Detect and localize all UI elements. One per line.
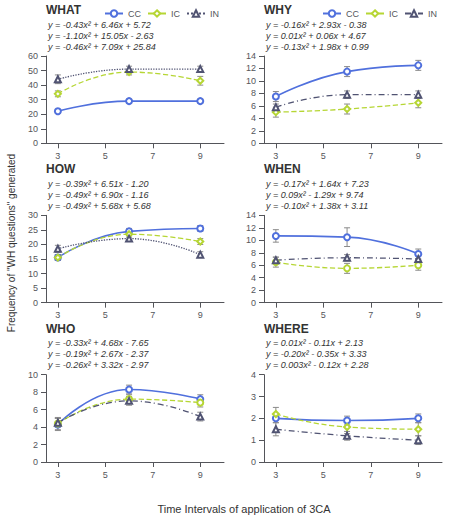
svg-text:0: 0 [251,138,256,148]
svg-text:0: 0 [251,298,256,308]
svg-text:14: 14 [246,210,256,220]
svg-text:7: 7 [368,310,373,320]
svg-text:5: 5 [103,151,108,161]
svg-text:40: 40 [28,80,38,90]
svg-text:2: 2 [33,440,38,450]
svg-text:5: 5 [321,310,326,320]
svg-text:Time Intervals of application: Time Intervals of application of 3CA [157,503,331,515]
svg-text:12: 12 [246,223,256,233]
svg-text:5: 5 [321,470,326,480]
svg-text:y = -0.46x² + 7.09x + 25.84: y = -0.46x² + 7.09x + 25.84 [47,42,156,52]
svg-text:6: 6 [251,260,256,270]
svg-text:8: 8 [33,387,38,397]
svg-text:2: 2 [251,126,256,136]
svg-text:5: 5 [33,283,38,293]
svg-text:y = 0.09x² - 1.29x + 9.74: y = 0.09x² - 1.29x + 9.74 [265,190,364,200]
svg-text:y = -0.49x² + 6.90x - 1.16: y = -0.49x² + 6.90x - 1.16 [47,190,149,200]
svg-text:30: 30 [28,210,38,220]
svg-text:7: 7 [150,310,155,320]
svg-text:3: 3 [273,151,278,161]
svg-text:2: 2 [251,285,256,295]
svg-text:0: 0 [33,457,38,467]
svg-text:IN: IN [210,9,219,19]
svg-text:4: 4 [251,113,256,123]
svg-text:Frequency of "WH questions" ge: Frequency of "WH questions" generated [6,154,17,332]
svg-text:y = -0.10x² + 1.38x + 3.11: y = -0.10x² + 1.38x + 3.11 [265,201,368,211]
svg-text:10: 10 [246,76,256,86]
svg-text:y = -0.17x² + 1.64x + 7.23: y = -0.17x² + 1.64x + 7.23 [265,179,369,189]
svg-text:IC: IC [171,9,181,19]
svg-text:10: 10 [246,235,256,245]
svg-text:y = 0.01x² + 0.06x + 4.67: y = 0.01x² + 0.06x + 4.67 [265,31,367,41]
svg-text:3: 3 [273,470,278,480]
svg-text:7: 7 [368,151,373,161]
svg-text:14: 14 [246,51,256,61]
svg-text:9: 9 [416,470,421,480]
svg-text:y = -1.10x² + 15.05x - 2.63: y = -1.10x² + 15.05x - 2.63 [47,31,154,41]
svg-text:4: 4 [251,370,256,380]
svg-text:y = -0.19x² + 2.67x - 2.37: y = -0.19x² + 2.67x - 2.37 [47,349,150,359]
svg-text:y = -0.26x² + 3.32x - 2.97: y = -0.26x² + 3.32x - 2.97 [47,360,150,370]
svg-text:0: 0 [33,298,38,308]
svg-text:y = -0.13x² + 1.98x + 0.99: y = -0.13x² + 1.98x + 0.99 [265,42,369,52]
svg-text:0: 0 [251,457,256,467]
svg-text:7: 7 [150,151,155,161]
svg-text:y = 0.003x² - 0.12x + 2.28: y = 0.003x² - 0.12x + 2.28 [265,360,369,370]
svg-text:1: 1 [251,435,256,445]
svg-text:y = -0.43x² + 6.46x + 5.72: y = -0.43x² + 6.46x + 5.72 [47,20,151,30]
svg-text:20: 20 [28,109,38,119]
svg-text:WHY: WHY [264,3,292,17]
svg-text:WHERE: WHERE [264,322,309,336]
svg-text:IC: IC [389,9,399,19]
svg-text:8: 8 [251,88,256,98]
svg-text:WHAT: WHAT [46,3,82,17]
svg-text:y = 0.01x² - 0.11x + 2.13: y = 0.01x² - 0.11x + 2.13 [265,338,363,348]
svg-text:30: 30 [28,95,38,105]
svg-text:HOW: HOW [46,162,76,176]
svg-text:6: 6 [251,101,256,111]
svg-text:9: 9 [198,310,203,320]
svg-text:4: 4 [33,422,38,432]
svg-text:5: 5 [103,470,108,480]
svg-text:8: 8 [251,248,256,258]
svg-text:7: 7 [150,470,155,480]
svg-text:WHEN: WHEN [264,162,301,176]
svg-text:20: 20 [28,239,38,249]
svg-text:12: 12 [246,63,256,73]
svg-text:CC: CC [128,9,141,19]
svg-text:y = -0.16x² + 2.93x - 0.38: y = -0.16x² + 2.93x - 0.38 [265,20,367,30]
svg-text:3: 3 [251,392,256,402]
svg-text:50: 50 [28,66,38,76]
svg-text:9: 9 [198,470,203,480]
svg-text:9: 9 [416,310,421,320]
svg-text:10: 10 [28,370,38,380]
svg-text:6: 6 [33,405,38,415]
svg-text:3: 3 [55,310,60,320]
svg-text:y = -0.20x² - 0.35x + 3.33: y = -0.20x² - 0.35x + 3.33 [265,349,367,359]
svg-text:0: 0 [33,138,38,148]
svg-text:5: 5 [321,151,326,161]
svg-text:WHO: WHO [46,322,75,336]
svg-text:15: 15 [28,254,38,264]
svg-text:2: 2 [251,413,256,423]
svg-text:3: 3 [273,310,278,320]
svg-text:y = -0.49x² + 5.68x + 5.68: y = -0.49x² + 5.68x + 5.68 [47,201,151,211]
svg-text:9: 9 [198,151,203,161]
svg-text:60: 60 [28,51,38,61]
svg-text:IN: IN [428,9,437,19]
svg-text:y = -0.39x² + 6.51x - 1.20: y = -0.39x² + 6.51x - 1.20 [47,179,149,189]
svg-text:3: 3 [55,470,60,480]
svg-text:5: 5 [103,310,108,320]
svg-text:3: 3 [55,151,60,161]
svg-text:7: 7 [368,470,373,480]
svg-text:25: 25 [28,225,38,235]
svg-text:9: 9 [416,151,421,161]
svg-text:10: 10 [28,124,38,134]
svg-text:10: 10 [28,269,38,279]
svg-text:4: 4 [251,273,256,283]
svg-text:y = -0.33x² + 4.68x - 7.65: y = -0.33x² + 4.68x - 7.65 [47,338,150,348]
svg-text:CC: CC [346,9,359,19]
